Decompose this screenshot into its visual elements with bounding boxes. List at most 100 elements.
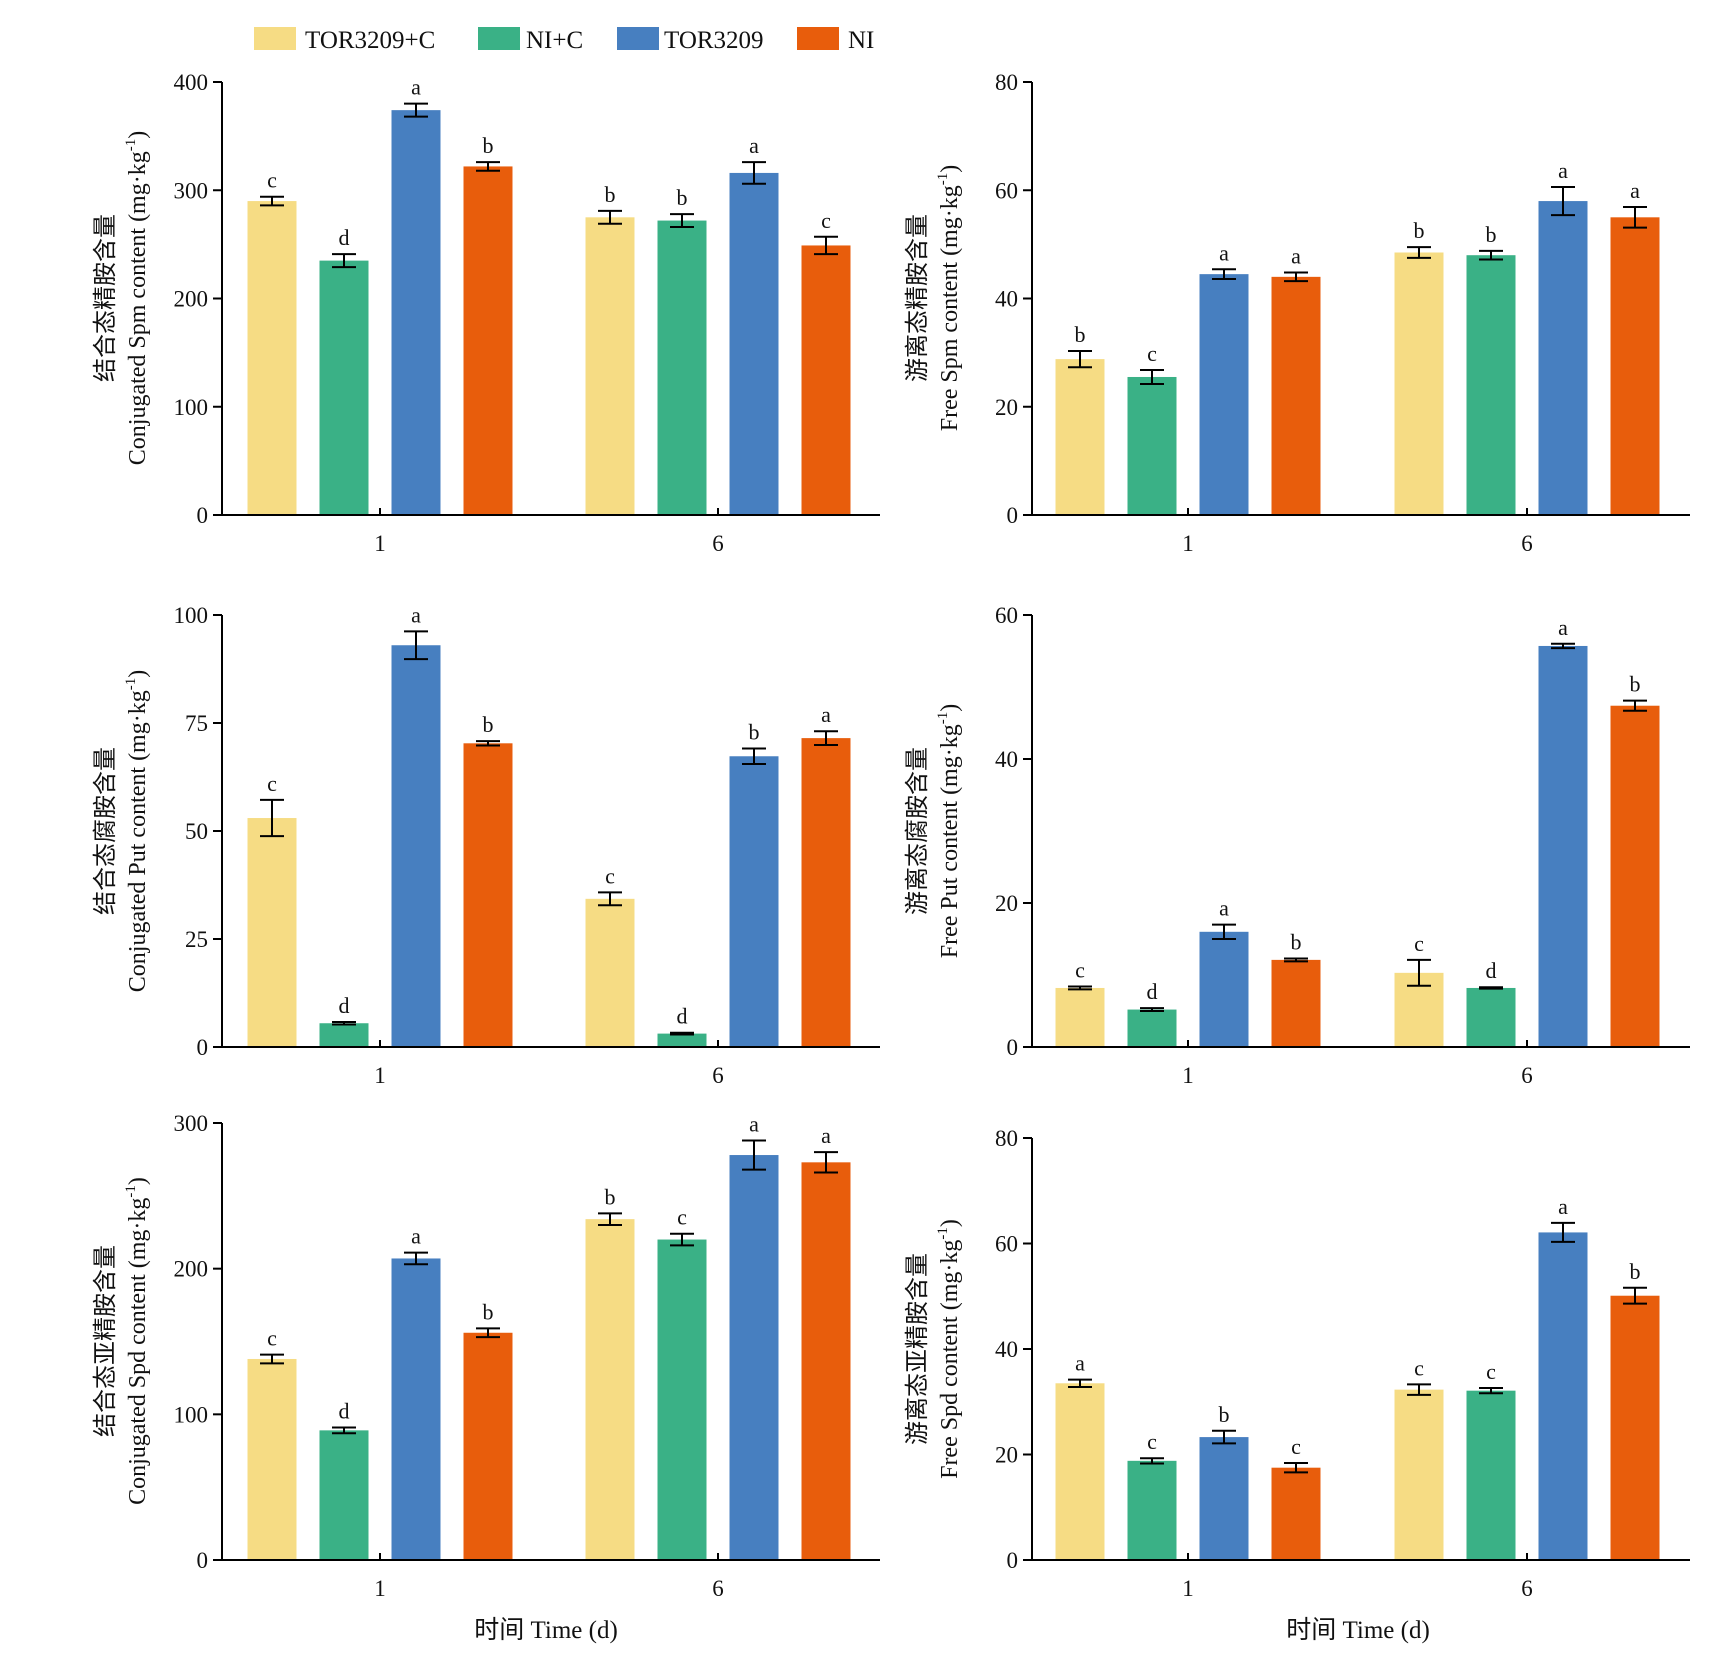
bar [657, 1239, 707, 1560]
significance-letter: d [339, 993, 350, 1018]
x-tick-label: 6 [1521, 1576, 1533, 1601]
significance-letter: d [1147, 979, 1158, 1004]
significance-letter: c [605, 863, 615, 888]
significance-letter: c [1291, 1434, 1301, 1459]
significance-letter: c [1147, 341, 1157, 366]
bar [1127, 1460, 1177, 1560]
y-axis-title: 结合态亚精胺含量 Conjugated Spd content (mg·kg-1) [92, 1177, 151, 1505]
bar [801, 738, 851, 1047]
bar [1610, 1295, 1660, 1560]
significance-letter: c [677, 1205, 687, 1230]
significance-letter: b [483, 712, 494, 737]
significance-letter: d [339, 225, 350, 250]
legend-label: NI+C [526, 27, 583, 54]
legend-swatch [617, 27, 659, 50]
bar [463, 166, 513, 515]
y-tick-label: 80 [995, 1126, 1018, 1151]
significance-letter: b [483, 1299, 494, 1324]
bar [1610, 217, 1660, 515]
y-tick-label: 60 [995, 178, 1018, 203]
chart-panel: c c d d a b b a 0 25 50 75 100 1 6 结合态腐胺含量 Conjugated Pu… [92, 602, 880, 1088]
y-tick-label: 0 [197, 1035, 209, 1060]
bar [1538, 1232, 1588, 1560]
y-tick-label: 20 [995, 891, 1018, 916]
bar [463, 1332, 513, 1560]
x-axis-title: 时间 Time (d) [474, 1616, 618, 1644]
significance-letter: b [677, 185, 688, 210]
bar [1271, 276, 1321, 515]
y-tick-label: 50 [185, 819, 208, 844]
significance-letter: c [1414, 931, 1424, 956]
x-tick-label: 6 [1521, 531, 1533, 556]
bar [657, 220, 707, 515]
bar [1271, 1467, 1321, 1560]
y-tick-label: 40 [995, 1337, 1018, 1362]
y-axis-title: 游离态亚精胺含量 Free Spd content (mg·kg-1) [904, 1219, 963, 1479]
significance-letter: b [605, 1184, 616, 1209]
bar [1199, 274, 1249, 515]
chart-panel: b b c b a a a a 0 20 40 60 80 1 6 游离态精胺含量 Free Spm conte… [904, 70, 1690, 556]
legend-label: TOR3209 [664, 27, 764, 54]
bar [1466, 987, 1516, 1047]
bar [391, 110, 441, 516]
significance-letter: a [749, 1111, 759, 1136]
x-tick-label: 6 [712, 1063, 724, 1088]
legend-swatch [797, 27, 839, 50]
significance-letter: c [1147, 1429, 1157, 1454]
bar [1055, 987, 1105, 1047]
significance-letter: c [267, 1326, 277, 1351]
chart-panel: c c d d a a b b 0 20 40 60 1 6 游离态腐胺含量 Free Put content… [904, 603, 1690, 1088]
significance-letter: a [1558, 1194, 1568, 1219]
legend-label: TOR3209+C [305, 27, 435, 54]
bar [1538, 201, 1588, 515]
y-tick-label: 100 [174, 1402, 209, 1427]
y-axis-title-en-text: Free Spd content (mg·kg [937, 1240, 963, 1479]
y-axis-title-cn: 结合态腐胺含量 [92, 747, 119, 915]
significance-letter: b [1291, 929, 1302, 954]
bar [1199, 931, 1249, 1047]
x-tick-label: 1 [374, 1576, 386, 1601]
bar [1199, 1437, 1249, 1560]
bar [729, 1155, 779, 1560]
significance-letter: c [267, 168, 277, 193]
bar [247, 818, 297, 1047]
significance-letter: a [1075, 1351, 1085, 1376]
significance-letter: a [1558, 615, 1568, 640]
y-axis-title-cn: 结合态亚精胺含量 [92, 1245, 119, 1437]
bar [319, 260, 369, 515]
y-tick-label: 300 [174, 178, 209, 203]
significance-letter: c [1075, 958, 1085, 983]
y-axis-title-close: ) [125, 131, 151, 139]
significance-letter: a [411, 75, 421, 100]
y-tick-label: 400 [174, 70, 209, 95]
bar [391, 1258, 441, 1560]
y-tick-label: 75 [185, 711, 208, 736]
y-axis-title-superscript: -1 [935, 712, 951, 725]
y-axis-title-close: ) [125, 1177, 151, 1185]
x-tick-label: 6 [712, 1576, 724, 1601]
y-tick-label: 100 [174, 395, 209, 420]
legend-swatch [478, 27, 520, 50]
y-tick-label: 200 [174, 287, 209, 312]
chart-panel: a c c c b a c b 0 20 40 60 80 1 6 游离态亚精胺含量 Free Spd cont… [904, 1126, 1690, 1601]
significance-letter: c [821, 208, 831, 233]
y-axis-title-close: ) [937, 165, 963, 173]
significance-letter: c [1486, 1359, 1496, 1384]
y-axis-title-cn: 游离态精胺含量 [904, 214, 931, 382]
bar [319, 1430, 369, 1560]
significance-letter: a [821, 702, 831, 727]
y-axis-title-close: ) [937, 1219, 963, 1227]
y-axis-title-superscript: -1 [935, 173, 951, 186]
bar [1055, 359, 1105, 515]
y-axis-title: 游离态腐胺含量 Free Put content (mg·kg-1) [904, 704, 963, 958]
significance-letter: c [267, 771, 277, 796]
x-tick-label: 1 [1182, 1576, 1194, 1601]
significance-letter: a [1630, 178, 1640, 203]
x-axis-title: 时间 Time (d) [1286, 1616, 1430, 1644]
bar [657, 1033, 707, 1047]
x-tick-label: 6 [712, 531, 724, 556]
y-tick-label: 0 [197, 503, 209, 528]
y-axis-title-superscript: -1 [123, 139, 139, 152]
significance-letter: d [1486, 958, 1497, 983]
